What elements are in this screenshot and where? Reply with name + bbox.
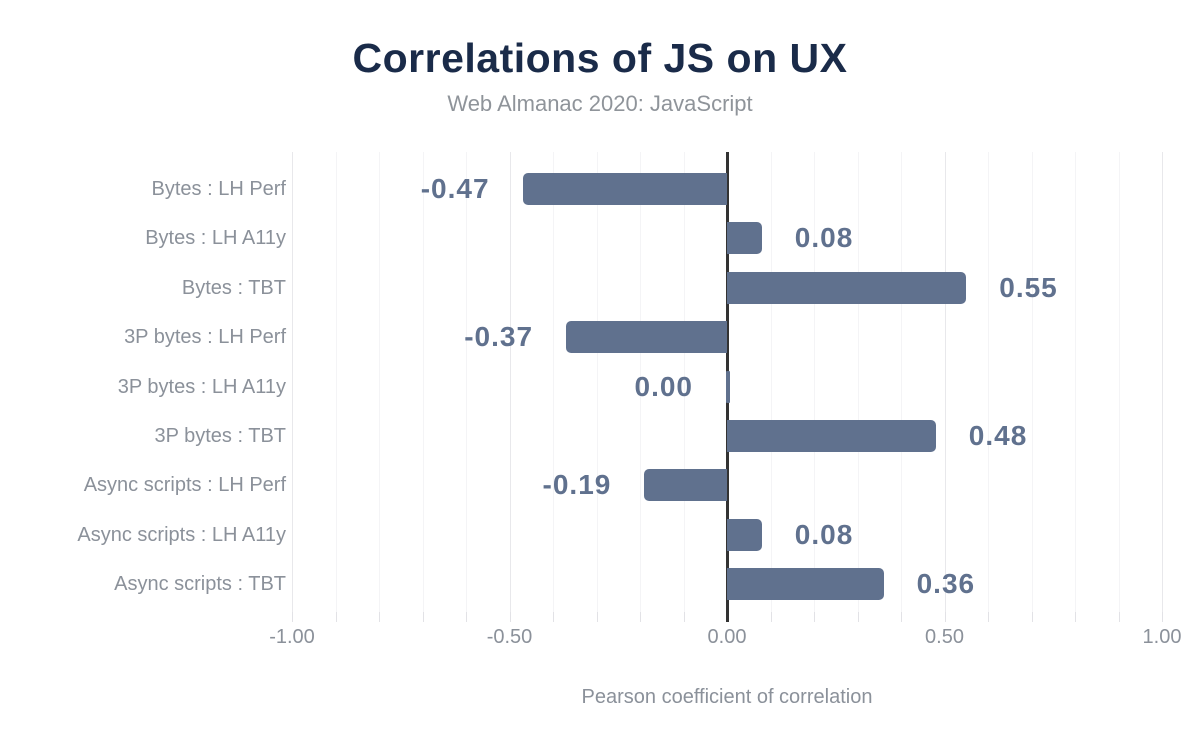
x-axis-tick-mark [944, 612, 946, 622]
minor-gridline [988, 152, 989, 612]
x-axis-tick-mark [1118, 612, 1120, 622]
bar-value-label: 0.48 [968, 420, 1028, 451]
x-axis-tick-mark [683, 612, 685, 622]
bar-value-label: 0.55 [999, 271, 1058, 303]
chart-title: Correlations of JS on UX [352, 35, 848, 81]
x-axis-tick-mark [814, 612, 815, 622]
bar-value-label: -0.37 [464, 321, 534, 353]
x-axis-tick-mark [335, 612, 337, 622]
major-gridline [292, 152, 293, 612]
bar [726, 370, 730, 403]
minor-gridline [379, 152, 380, 612]
x-axis-tick-mark [596, 612, 598, 622]
x-axis-tick-mark [1162, 612, 1163, 622]
category-label: Async scripts : LH Perf [83, 474, 286, 497]
chart-subtitle: Web Almanac 2020: JavaScript [447, 91, 753, 116]
bar-value-label: 0.36 [916, 568, 976, 600]
x-axis-tick-label: 0.50 [925, 626, 964, 648]
category-label: 3P bytes : LH A11y [117, 375, 286, 398]
category-label: 3P bytes : TBT [154, 425, 286, 447]
major-gridline [1162, 152, 1163, 612]
category-label: Bytes : TBT [181, 276, 286, 299]
bar [644, 469, 727, 502]
x-axis-tick-mark [466, 612, 467, 622]
x-axis-tick-label: 0.00 [707, 626, 747, 648]
bar [727, 271, 967, 304]
minor-gridline [814, 152, 815, 612]
minor-gridline [422, 152, 424, 612]
x-axis-tick-label: -0.50 [486, 626, 533, 648]
category-label: 3P bytes : LH Perf [124, 326, 286, 349]
x-axis-tick-label: 1.00 [1142, 626, 1182, 648]
bar-value-label: 0.08 [794, 222, 854, 254]
minor-gridline [901, 152, 902, 612]
minor-gridline [1031, 152, 1033, 612]
x-axis-tick-mark [1075, 612, 1076, 622]
bar [566, 321, 727, 354]
x-axis-tick-mark [553, 612, 554, 622]
bar [727, 222, 762, 255]
category-label: Async scripts : TBT [114, 573, 286, 596]
bar-value-label: -0.19 [542, 469, 612, 501]
category-label: Async scripts : LH A11y [77, 523, 286, 546]
x-axis-tick-mark [422, 612, 424, 622]
minor-gridline [335, 152, 337, 612]
minor-gridline [466, 152, 467, 612]
x-axis-tick-mark [379, 612, 380, 622]
bar [727, 568, 884, 601]
minor-gridline [1075, 152, 1076, 612]
x-axis-tick-mark [988, 612, 989, 622]
bar-value-label: -0.47 [420, 173, 490, 204]
x-axis-tick-mark [857, 612, 859, 622]
bar [727, 518, 762, 551]
minor-gridline [857, 152, 859, 612]
x-axis-tick-mark [901, 612, 902, 622]
bar-value-label: 0.00 [634, 370, 693, 402]
major-gridline [944, 152, 946, 612]
minor-gridline [770, 152, 772, 612]
bar-value-label: 0.08 [794, 518, 854, 550]
minor-gridline [1118, 152, 1120, 612]
minor-gridline [640, 152, 641, 612]
x-axis-tick-label: -1.00 [269, 626, 315, 648]
bar [522, 173, 727, 205]
minor-gridline [683, 152, 685, 612]
x-axis-tick-mark [1031, 612, 1033, 622]
x-axis-tick-mark [770, 612, 772, 622]
x-axis-title: Pearson coefficient of correlation [581, 686, 873, 708]
minor-gridline [553, 152, 554, 612]
minor-gridline [596, 152, 598, 612]
bar [727, 420, 936, 452]
major-gridline [509, 152, 511, 612]
category-label: Bytes : LH Perf [151, 178, 287, 200]
x-axis-tick-mark [292, 612, 293, 622]
category-label: Bytes : LH A11y [145, 227, 286, 250]
x-axis-tick-mark [640, 612, 641, 622]
x-axis-tick-mark [509, 612, 511, 622]
